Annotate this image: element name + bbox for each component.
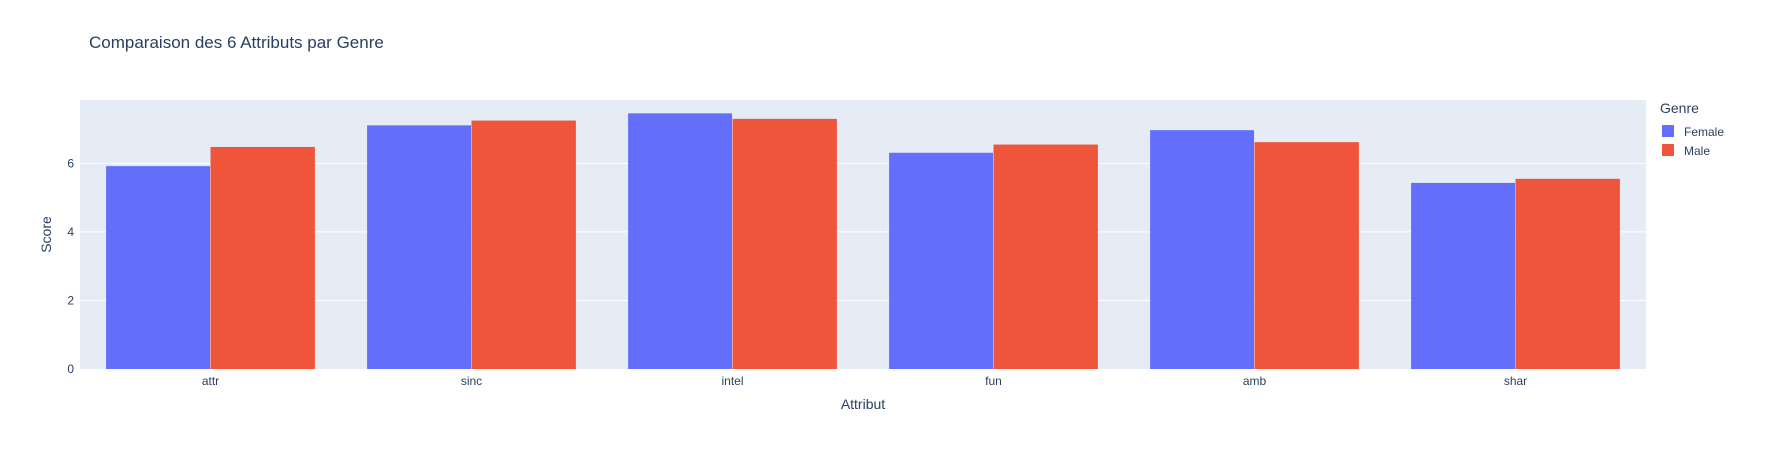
y-tick-label: 0 [67, 362, 74, 376]
bar-male-intel[interactable] [732, 118, 837, 369]
bar-female-attr[interactable] [106, 166, 210, 369]
legend-label: Female [1684, 125, 1724, 139]
bar-male-attr[interactable] [210, 146, 315, 369]
x-tick-label: sinc [461, 374, 482, 388]
plot-area [80, 100, 1646, 369]
x-tick-label: attr [202, 374, 219, 388]
bar-male-fun[interactable] [993, 144, 1098, 369]
bar-female-amb[interactable] [1150, 130, 1254, 369]
bar-female-sinc[interactable] [367, 125, 471, 369]
legend-swatch-female [1662, 125, 1674, 137]
bar-male-sinc[interactable] [471, 120, 576, 369]
bar-female-fun[interactable] [889, 152, 993, 369]
y-axis-title: Score [38, 216, 54, 253]
x-tick-label: fun [985, 374, 1002, 388]
bar-female-shar[interactable] [1411, 182, 1515, 369]
y-tick-label: 4 [67, 225, 74, 239]
legend-label: Male [1684, 144, 1710, 158]
x-tick-label: shar [1504, 374, 1527, 388]
x-tick-label: intel [721, 374, 743, 388]
chart-title: Comparaison des 6 Attributs par Genre [89, 33, 384, 52]
legend-item-male[interactable]: Male [1662, 144, 1710, 158]
y-tick-label: 2 [67, 293, 74, 307]
x-tick-label: amb [1243, 374, 1267, 388]
x-axis-title: Attribut [841, 396, 885, 412]
bar-female-intel[interactable] [628, 113, 732, 369]
legend-item-female[interactable]: Female [1662, 125, 1724, 139]
legend-title: Genre [1660, 100, 1699, 116]
legend-swatch-male [1662, 144, 1674, 156]
bar-male-shar[interactable] [1515, 178, 1620, 369]
y-tick-label: 6 [67, 156, 74, 170]
bar-male-amb[interactable] [1254, 142, 1359, 369]
